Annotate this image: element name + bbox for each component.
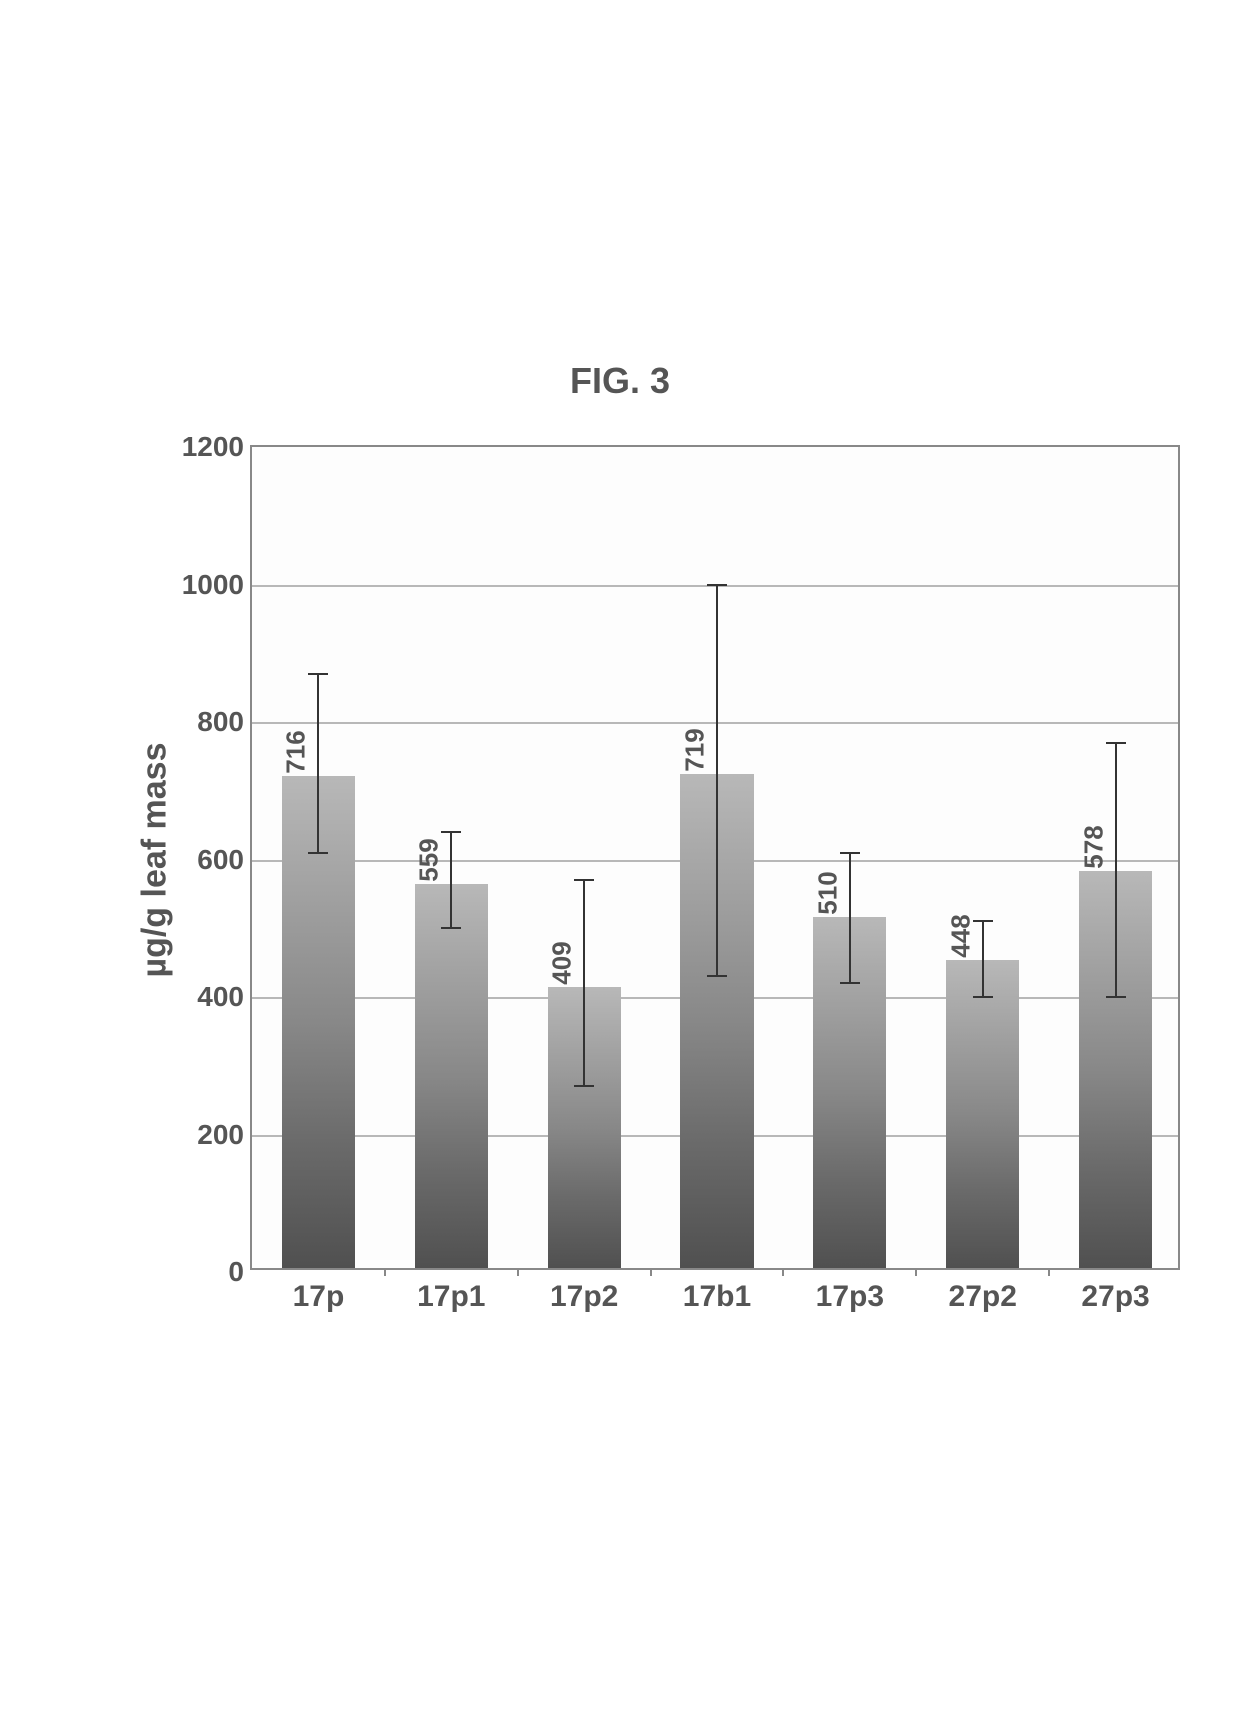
error-cap — [574, 879, 594, 881]
bar-value-label: 409 — [547, 941, 578, 984]
y-axis-label: µg/g leaf mass — [136, 742, 175, 977]
error-cap — [707, 584, 727, 586]
xtick-mark — [384, 1268, 386, 1276]
error-cap — [308, 852, 328, 854]
grid-line — [252, 722, 1178, 724]
xtick-label: 27p2 — [949, 1268, 1017, 1314]
xtick-mark — [782, 1268, 784, 1276]
xtick-mark — [1048, 1268, 1050, 1276]
ytick-label: 1000 — [182, 569, 252, 601]
error-bar — [982, 921, 984, 997]
error-bar — [450, 832, 452, 928]
bar-value-label: 716 — [281, 730, 312, 773]
ytick-label: 0 — [228, 1256, 252, 1288]
error-cap — [441, 927, 461, 929]
xtick-mark — [517, 1268, 519, 1276]
error-cap — [308, 673, 328, 675]
error-cap — [840, 982, 860, 984]
bar-value-label: 719 — [680, 728, 711, 771]
error-cap — [574, 1085, 594, 1087]
xtick-label: 17p2 — [550, 1268, 618, 1314]
ytick-label: 200 — [197, 1119, 252, 1151]
ytick-label: 800 — [197, 706, 252, 738]
error-bar — [849, 853, 851, 984]
xtick-mark — [650, 1268, 652, 1276]
xtick-mark — [915, 1268, 917, 1276]
error-cap — [1106, 996, 1126, 998]
error-bar — [317, 674, 319, 853]
ytick-label: 1200 — [182, 431, 252, 463]
ytick-label: 400 — [197, 981, 252, 1013]
error-bar — [716, 585, 718, 977]
ytick-label: 600 — [197, 844, 252, 876]
error-cap — [840, 852, 860, 854]
xtick-label: 17p1 — [417, 1268, 485, 1314]
figure-title: FIG. 3 — [570, 360, 670, 402]
bar — [946, 960, 1019, 1268]
bar-value-label: 559 — [414, 838, 445, 881]
xtick-label: 17b1 — [683, 1268, 751, 1314]
error-bar — [583, 880, 585, 1086]
bar-value-label: 448 — [945, 914, 976, 957]
bar-value-label: 578 — [1078, 825, 1109, 868]
error-bar — [1115, 743, 1117, 997]
bar — [415, 884, 488, 1268]
error-cap — [1106, 742, 1126, 744]
plot-area: 02004006008001000120071617p55917p140917p… — [250, 445, 1180, 1270]
error-cap — [973, 996, 993, 998]
error-cap — [441, 831, 461, 833]
bar-value-label: 510 — [812, 872, 843, 915]
xtick-label: 27p3 — [1081, 1268, 1149, 1314]
error-cap — [707, 975, 727, 977]
xtick-label: 17p3 — [816, 1268, 884, 1314]
xtick-label: 17p — [293, 1268, 345, 1314]
